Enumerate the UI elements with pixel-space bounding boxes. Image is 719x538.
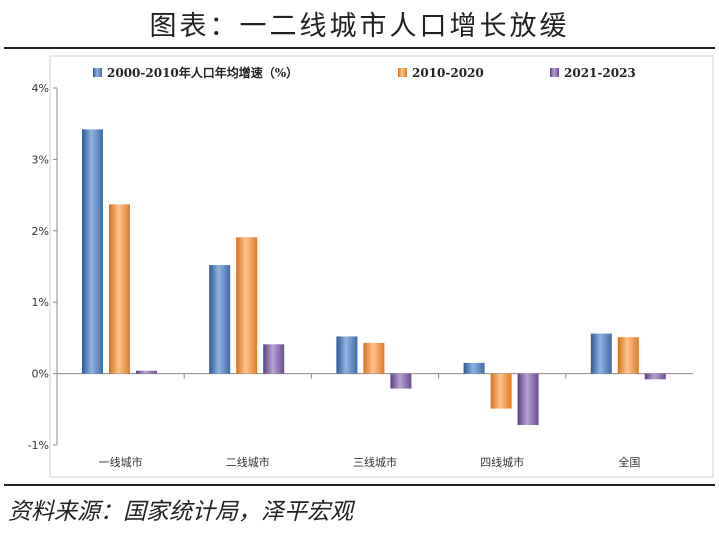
y-tick-label: 4%	[32, 82, 49, 95]
x-category-label: 三线城市	[353, 455, 397, 469]
y-tick-label: -1%	[28, 439, 49, 452]
legend-label-2: 2010-2020	[412, 66, 484, 80]
bar-2-1	[109, 204, 130, 374]
legend-swatch-1	[93, 68, 102, 77]
bar-3-1	[136, 370, 157, 374]
bar-3-5	[644, 373, 666, 380]
x-category-label: 二线城市	[226, 455, 270, 469]
title-divider	[4, 47, 715, 49]
bar-1-5	[590, 333, 612, 374]
legend-label-3: 2021-2023	[564, 66, 636, 80]
x-category-label: 全国	[618, 455, 640, 469]
bar-2-3	[363, 342, 385, 374]
bar-2-5	[617, 337, 639, 374]
bar-1-4	[463, 362, 485, 374]
legend-label-1: 2000-2010年人口年均增速（%）	[107, 65, 298, 80]
bar-2-2	[236, 237, 258, 374]
x-category-label: 一线城市	[99, 455, 143, 469]
source-note: 资料来源：国家统计局，泽平宏观	[8, 499, 353, 525]
bar-1-1	[82, 129, 103, 374]
y-tick-label: 2%	[32, 225, 49, 238]
x-category-label: 四线城市	[480, 455, 524, 469]
source-divider	[4, 484, 715, 486]
bar-3-4	[517, 373, 539, 426]
y-tick-label: 3%	[32, 153, 49, 166]
legend-swatch-3	[550, 68, 559, 77]
bar-3-3	[390, 373, 412, 389]
chart-title: 图表：一二线城市人口增长放缓	[149, 11, 570, 42]
y-tick-label: 0%	[32, 368, 49, 381]
bar-3-2	[263, 344, 285, 374]
bar-2-4	[490, 373, 512, 409]
bar-1-2	[209, 265, 231, 374]
y-tick-label: 1%	[32, 296, 49, 309]
legend-swatch-2	[398, 68, 407, 77]
bar-1-3	[336, 336, 358, 374]
plot-frame	[49, 55, 714, 478]
